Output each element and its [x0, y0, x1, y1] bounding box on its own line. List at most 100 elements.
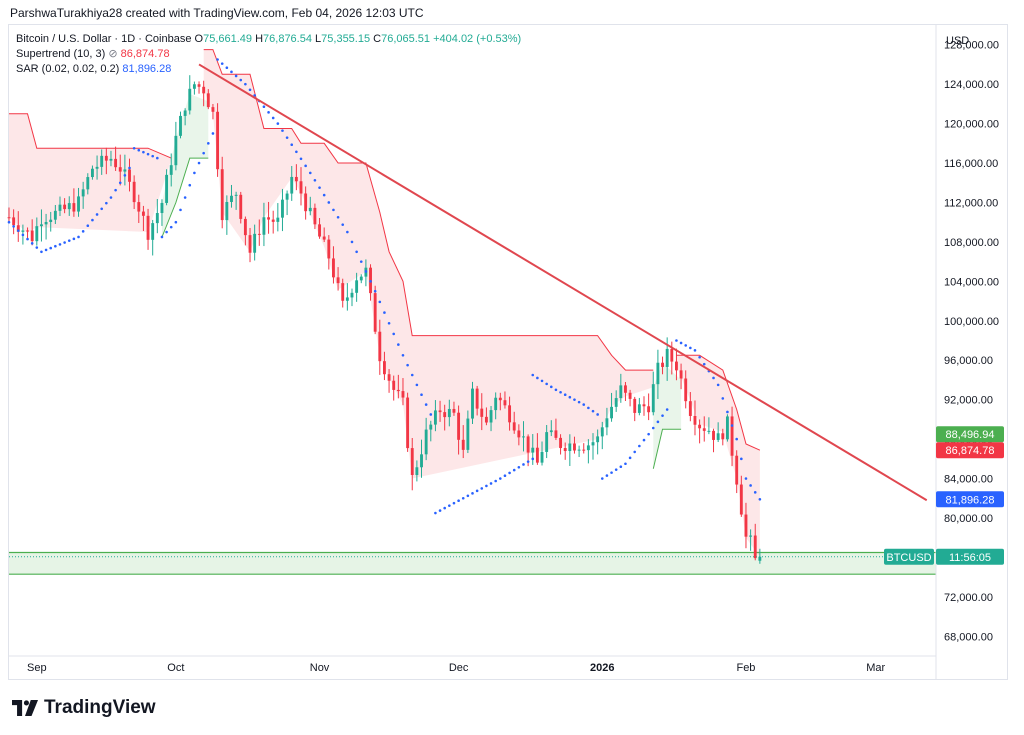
candle-body [44, 222, 48, 225]
trendline [9, 63, 936, 558]
candle-body [26, 230, 29, 232]
price-tick-label: 92,000.00 [944, 395, 993, 407]
tradingview-logo[interactable]: TradingView [12, 697, 156, 719]
candle-body [40, 224, 43, 227]
sar-dot [512, 468, 516, 472]
sar-dot [183, 196, 187, 199]
candle-body [202, 86, 206, 94]
sar-dot [480, 487, 484, 490]
candle-body [614, 398, 618, 407]
sar-dot [355, 250, 358, 254]
sar-dot [91, 218, 94, 222]
candle-body [183, 110, 187, 116]
sar-dot [128, 166, 131, 170]
candle-body [382, 361, 386, 375]
change-value: +404.02 (+0.53%) [433, 33, 522, 45]
sar-dot [118, 181, 122, 185]
candle-body [104, 155, 108, 161]
candle-body [577, 449, 581, 451]
sar-dot [285, 136, 289, 139]
supertrend-fill-4 [676, 355, 760, 557]
candle-body [424, 429, 428, 455]
candle-body [276, 217, 280, 222]
candle-body [141, 211, 145, 216]
candle-body [21, 230, 25, 232]
sar-dot [452, 501, 456, 505]
candle-body [656, 362, 660, 385]
sar-dot [244, 82, 247, 86]
sar-dot [735, 437, 738, 441]
sar-dot [475, 489, 479, 493]
close-value: 76,065.51 [381, 33, 431, 45]
sar-dot [146, 152, 150, 156]
sar-dot [193, 171, 196, 175]
candle-body [160, 202, 164, 214]
candle-body [475, 388, 479, 409]
sar-dot [54, 244, 57, 248]
sar-dot [295, 150, 298, 154]
sar-dot [661, 414, 664, 417]
candle-body [688, 401, 692, 416]
candle-body [12, 217, 16, 226]
supertrend-fill [9, 49, 760, 557]
candle-body [72, 203, 76, 212]
candle-body [484, 416, 488, 423]
sar-dot [21, 233, 25, 237]
sar-dot [448, 504, 451, 507]
open-label: O [194, 33, 204, 45]
candle-body [466, 418, 470, 450]
sar-dot [230, 70, 233, 74]
sar-dot [308, 171, 312, 175]
supertrend-row[interactable]: Supertrend (10, 3) ⊘ 86,874.78 [16, 47, 521, 62]
sar-dot [693, 349, 697, 352]
sar-dot [420, 393, 423, 397]
candle-body [30, 230, 34, 242]
candle-body [243, 218, 247, 236]
sar-dot [35, 246, 39, 249]
sar-dot [369, 280, 372, 283]
candle-body [350, 292, 354, 298]
sar-dot [72, 237, 76, 241]
sar-dot [554, 388, 558, 392]
candle-body [619, 385, 623, 399]
candle-body [610, 406, 613, 419]
sar-dot [211, 132, 215, 135]
candle-body [647, 406, 651, 413]
candle-body [410, 448, 414, 475]
candle-body [735, 455, 739, 485]
symbol-label: BTCUSD [886, 552, 931, 564]
sar-dot [406, 363, 409, 367]
sar-row[interactable]: SAR (0.02, 0.02, 0.2) 81,896.28 [16, 62, 521, 77]
candle-body [90, 168, 94, 178]
tradingview-logo-icon [12, 700, 38, 716]
candle-body [336, 277, 340, 284]
candle-body [345, 297, 349, 301]
sar-dot [327, 201, 331, 204]
sar-dot [197, 161, 201, 165]
sar-dot [290, 143, 294, 147]
candle-body [749, 535, 753, 537]
sar-dot [271, 116, 275, 120]
chart-frame [8, 24, 1008, 680]
sar-dot [77, 235, 80, 239]
candle-body [716, 433, 720, 440]
currency-label: USD [946, 35, 969, 47]
candle-body [373, 293, 377, 332]
candle-body [420, 454, 423, 468]
sar-dot [726, 410, 729, 414]
sar-dot [577, 400, 581, 404]
sar-dot [712, 376, 715, 380]
candle-body [744, 514, 748, 537]
descending-trendline [198, 63, 928, 502]
sar-dot [378, 300, 382, 304]
candle-body [406, 397, 410, 449]
sar-dot [517, 465, 521, 469]
candle-body [155, 213, 159, 224]
symbol-row[interactable]: Bitcoin / U.S. Dollar · 1D · Coinbase O7… [16, 32, 521, 47]
candle-body [457, 412, 461, 440]
candle-body [471, 388, 474, 419]
sar-dot [563, 393, 567, 397]
candle-body [169, 165, 173, 175]
sar-dot [494, 479, 497, 483]
